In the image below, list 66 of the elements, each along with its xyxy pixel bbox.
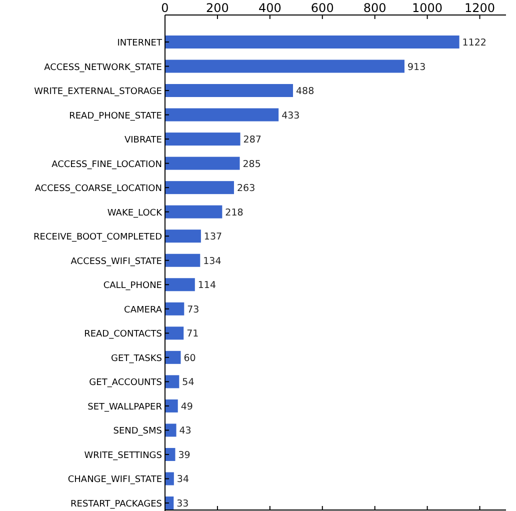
bar xyxy=(165,108,279,122)
data-label: 488 xyxy=(296,86,314,98)
data-label: 39 xyxy=(178,450,190,461)
y-tick-label: GET_TASKS xyxy=(111,354,162,364)
bar xyxy=(165,399,178,412)
data-label: 433 xyxy=(282,110,300,122)
y-tick-label: RECEIVE_BOOT_COMPLETED xyxy=(34,232,162,243)
bar xyxy=(165,254,200,267)
y-tick-label: WRITE_SETTINGS xyxy=(84,450,162,461)
y-tick-label: ACCESS_WIFI_STATE xyxy=(70,256,162,267)
y-tick-label: GET_ACCOUNTS xyxy=(89,378,162,388)
y-tick-label: INTERNET xyxy=(117,38,162,48)
data-label: 1122 xyxy=(462,38,486,48)
data-label: 54 xyxy=(182,377,194,388)
y-tick-label: ACCESS_COARSE_LOCATION xyxy=(34,184,162,194)
x-tick-label: 200 xyxy=(206,1,229,15)
x-tick-label: 1200 xyxy=(464,1,496,15)
data-label: 34 xyxy=(176,474,190,486)
y-tick-label: SEND_SMS xyxy=(113,426,162,437)
y-tick-label: WAKE_LOCK xyxy=(107,208,164,218)
x-tick-label: 0 xyxy=(161,1,169,15)
bar xyxy=(165,132,240,146)
data-label: 913 xyxy=(407,62,426,73)
data-label: 71 xyxy=(186,328,199,340)
y-tick-label: VIBRATE xyxy=(124,136,162,146)
x-tick-label: 600 xyxy=(310,1,334,15)
data-label: 285 xyxy=(242,158,261,170)
bar xyxy=(165,181,234,194)
bar xyxy=(165,375,180,388)
data-label: 287 xyxy=(243,134,262,146)
y-tick-label: RESTART_PACKAGES xyxy=(70,500,162,510)
data-label: 263 xyxy=(236,183,256,194)
y-tick-label: ACCESS_NETWORK_STATE xyxy=(44,62,162,73)
y-tick-label: SET_WALLPAPER xyxy=(88,402,162,412)
data-label: 49 xyxy=(180,401,193,412)
bar xyxy=(165,205,222,218)
x-tick-label: 800 xyxy=(363,1,386,15)
bar xyxy=(165,278,195,292)
y-tick-label: READ_PHONE_STATE xyxy=(69,111,162,122)
bar xyxy=(165,36,460,48)
data-label: 137 xyxy=(204,232,222,243)
y-tick-label: READ_CONTACTS xyxy=(84,330,162,340)
data-label: 114 xyxy=(198,280,216,292)
y-tick-label: ACCESS_FINE_LOCATION xyxy=(52,160,162,170)
bar xyxy=(165,448,176,461)
data-label: 43 xyxy=(179,426,192,437)
bar xyxy=(165,84,294,98)
bar xyxy=(165,156,240,170)
bar xyxy=(165,350,181,364)
x-tick-label: 400 xyxy=(258,1,282,15)
y-tick-label: CAMERA xyxy=(124,305,163,316)
data-label: 134 xyxy=(203,256,222,267)
data-label: 33 xyxy=(176,498,189,510)
bar xyxy=(165,302,184,316)
data-label: 218 xyxy=(225,207,244,218)
bar xyxy=(165,326,184,340)
bar xyxy=(165,60,404,73)
data-label: 60 xyxy=(184,352,196,364)
bar xyxy=(165,230,201,243)
bar xyxy=(165,424,176,437)
y-tick-label: CALL_PHONE xyxy=(103,281,162,292)
x-tick-label: 1000 xyxy=(412,1,443,15)
bar xyxy=(165,472,174,486)
y-tick-label: WRITE_EXTERNAL_STORAGE xyxy=(34,87,162,98)
y-tick-label: CHANGE_WIFI_STATE xyxy=(68,475,162,486)
data-label: 73 xyxy=(187,304,200,316)
